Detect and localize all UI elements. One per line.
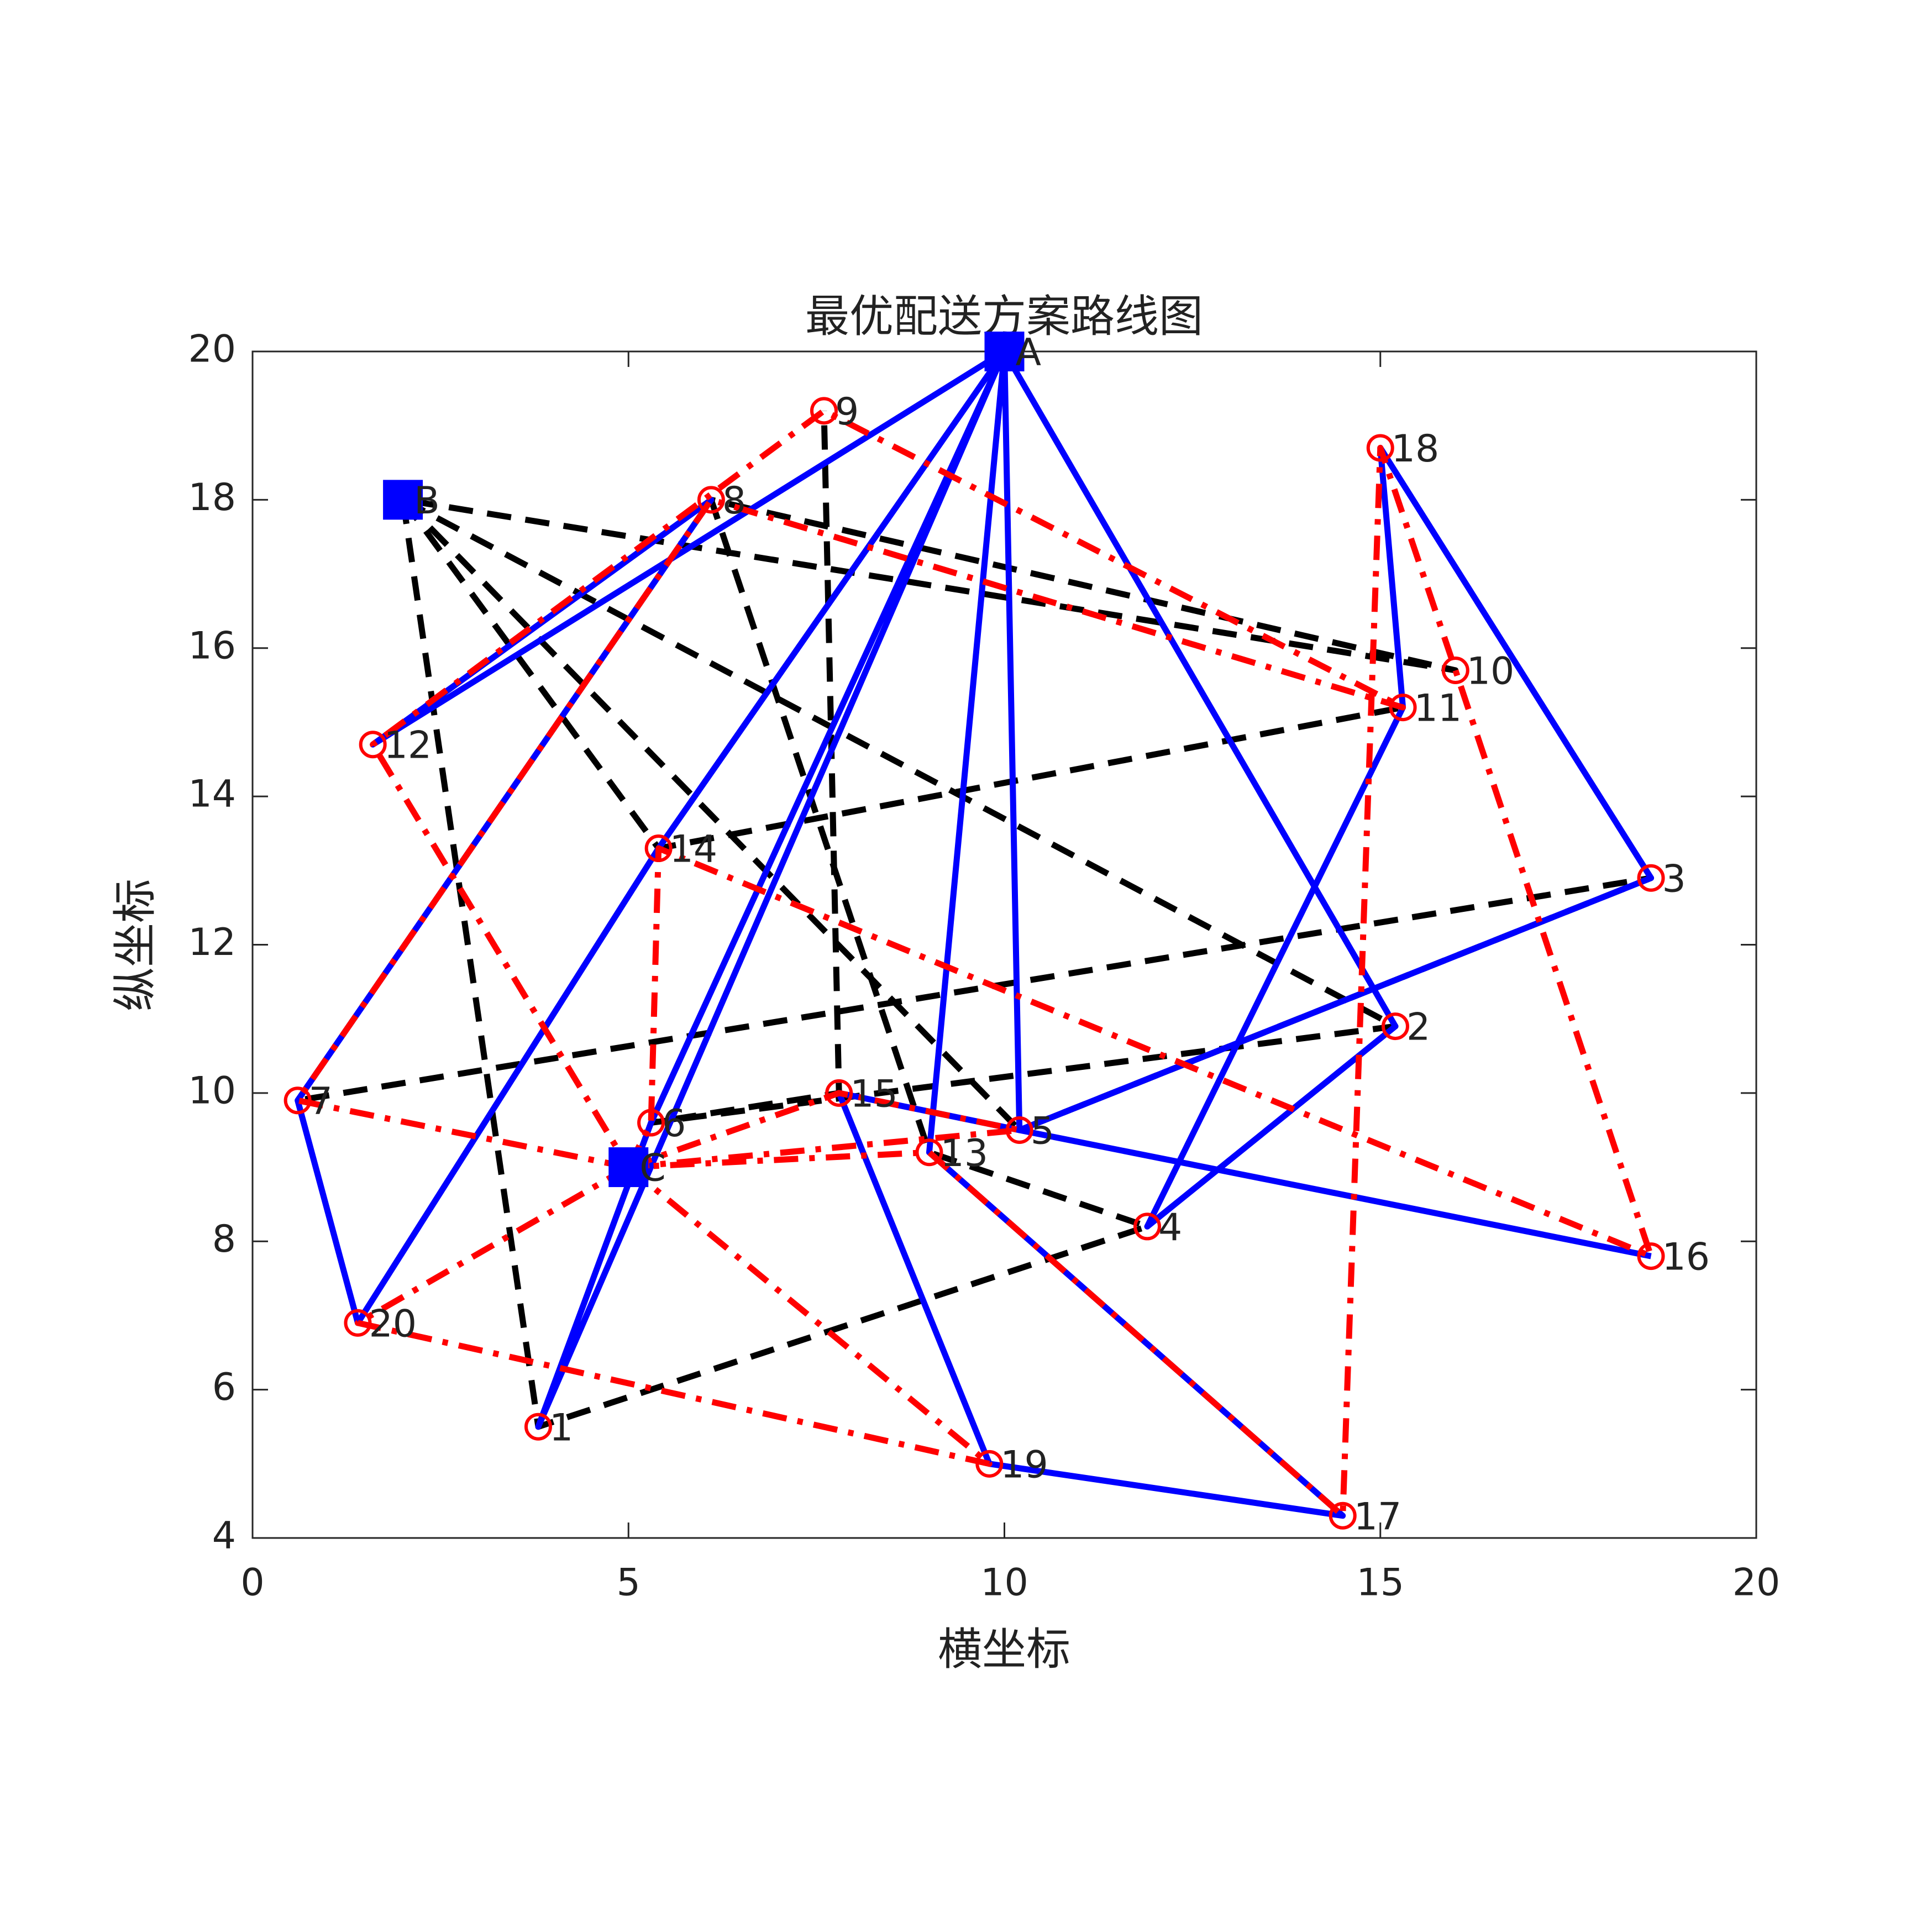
y-tick-label: 14 xyxy=(188,773,236,816)
depot-marker xyxy=(984,332,1025,371)
y-tick-label: 4 xyxy=(212,1514,236,1558)
node-label: 12 xyxy=(384,724,432,768)
customer-marker xyxy=(1366,434,1394,462)
customer-marker xyxy=(1637,864,1665,892)
customer-marker xyxy=(1133,1212,1161,1241)
customer-marker xyxy=(810,397,838,425)
node-label: 10 xyxy=(1467,650,1515,694)
x-axis-label: 横坐标 xyxy=(938,1624,1070,1675)
x-tick-label: 10 xyxy=(980,1561,1028,1605)
route-line xyxy=(535,350,1007,1430)
node-label: 8 xyxy=(722,479,746,523)
customer-marker xyxy=(915,1138,943,1167)
route-line xyxy=(354,1164,993,1467)
y-tick-label: 16 xyxy=(188,624,236,668)
customer-marker xyxy=(359,731,387,759)
node-label: 19 xyxy=(1000,1443,1048,1487)
node-label: 15 xyxy=(850,1072,898,1116)
node-label: A xyxy=(1016,331,1042,375)
customer-marker xyxy=(1005,1116,1033,1144)
customer-marker xyxy=(524,1413,552,1441)
route-line xyxy=(295,407,1406,1170)
node-label: C xyxy=(639,1147,665,1190)
route-line xyxy=(626,444,1655,1519)
customer-marker xyxy=(975,1450,1004,1478)
node-label: 16 xyxy=(1662,1236,1710,1279)
depot-marker xyxy=(383,480,423,520)
x-tick-label: 20 xyxy=(1733,1561,1781,1605)
node-label: 11 xyxy=(1414,687,1462,731)
x-tick-label: 0 xyxy=(240,1561,264,1605)
node-label: 2 xyxy=(1406,1006,1430,1049)
customer-marker xyxy=(1389,694,1417,722)
customer-marker xyxy=(697,486,725,514)
node-label: 6 xyxy=(662,1102,686,1146)
depot-marker xyxy=(608,1147,649,1188)
node-label: 3 xyxy=(1662,857,1686,901)
route-line xyxy=(1001,350,1655,1259)
y-tick-label: 18 xyxy=(188,476,236,519)
y-tick-label: 8 xyxy=(212,1217,236,1261)
customer-marker xyxy=(1381,1012,1409,1041)
customer-marker xyxy=(284,1086,312,1115)
node-label: B xyxy=(414,479,440,523)
customer-marker xyxy=(644,834,673,863)
node-label: 14 xyxy=(670,828,718,872)
node-label: 7 xyxy=(309,1080,333,1124)
node-label: 13 xyxy=(940,1132,988,1175)
customer-marker xyxy=(1441,657,1469,685)
y-tick-label: 6 xyxy=(212,1366,236,1409)
node-label: 4 xyxy=(1158,1206,1182,1250)
node-label: 20 xyxy=(369,1302,417,1346)
node-label: 18 xyxy=(1392,427,1440,471)
node-label: 17 xyxy=(1354,1495,1402,1539)
y-tick-label: 10 xyxy=(188,1069,236,1112)
customer-marker xyxy=(1637,1242,1665,1271)
y-tick-label: 20 xyxy=(188,328,236,371)
customer-marker xyxy=(1329,1502,1357,1530)
customer-marker xyxy=(344,1309,372,1337)
node-label: 5 xyxy=(1031,1110,1054,1153)
customer-marker xyxy=(825,1079,853,1107)
customer-marker xyxy=(637,1109,665,1137)
y-tick-label: 12 xyxy=(188,921,236,964)
node-label: 9 xyxy=(835,390,859,434)
y-axis-label: 纵坐标 xyxy=(109,879,161,1011)
route-line xyxy=(627,1090,1023,1170)
x-tick-label: 5 xyxy=(617,1561,641,1605)
x-tick-label: 15 xyxy=(1356,1561,1404,1605)
node-label: 1 xyxy=(549,1406,573,1450)
